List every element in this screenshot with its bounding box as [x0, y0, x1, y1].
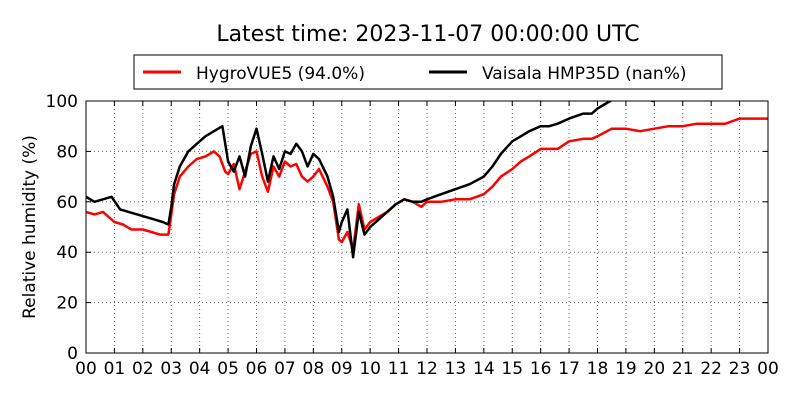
x-tick-label: 02: [132, 359, 154, 379]
x-tick-label: 09: [331, 359, 353, 379]
x-tick-label: 20: [644, 359, 666, 379]
y-axis-label: Relative humidity (%): [20, 135, 40, 319]
x-tick-label: 16: [530, 359, 552, 379]
y-axis-ticks: 0 20 40 60 80 100: [46, 92, 768, 364]
x-tick-label: 22: [700, 359, 722, 379]
x-tick-label: 21: [672, 359, 694, 379]
series-line-0: [86, 117, 768, 251]
x-tick-label: 08: [303, 359, 325, 379]
y-tick-label: 40: [56, 243, 78, 263]
x-tick-label: 11: [388, 359, 410, 379]
x-tick-label: 07: [274, 359, 296, 379]
y-tick-label: 80: [56, 142, 78, 162]
x-tick-label: 14: [473, 359, 495, 379]
x-tick-label: 19: [615, 359, 637, 379]
x-tick-label: 18: [587, 359, 609, 379]
x-tick-label: 05: [217, 359, 239, 379]
plot-frame: [85, 100, 769, 354]
grid-lines: [86, 101, 768, 353]
legend-label-hygrovue5: HygroVUE5 (94.0%): [196, 64, 365, 84]
legend-box: [133, 54, 723, 90]
x-axis-ticks: 00 01 02 03 04 05 06 07 08 09 10 11 12 13 14 15 16 17 18 19…: [75, 101, 779, 379]
x-tick-label: 17: [558, 359, 580, 379]
x-tick-label: 12: [416, 359, 438, 379]
y-tick-label: 0: [67, 344, 78, 364]
x-tick-label: 00: [75, 359, 97, 379]
x-tick-label: 01: [104, 359, 126, 379]
x-tick-label: 15: [501, 359, 523, 379]
y-tick-label: 100: [46, 92, 78, 112]
series-line-1: [86, 101, 655, 259]
plot-area: [86, 101, 768, 259]
x-tick-label: 06: [246, 359, 268, 379]
x-tick-label: 00: [757, 359, 779, 379]
legend-label-vaisala: Vaisala HMP35D (nan%): [482, 64, 686, 84]
y-tick-label: 60: [56, 193, 78, 213]
x-tick-label: 10: [359, 359, 381, 379]
x-tick-label: 23: [729, 359, 751, 379]
chart-title: Latest time: 2023-11-07 00:00:00 UTC: [216, 22, 639, 47]
x-tick-label: 03: [160, 359, 182, 379]
legend: HygroVUE5 (94.0%) Vaisala HMP35D (nan%): [133, 54, 723, 90]
y-tick-label: 20: [56, 294, 78, 314]
x-tick-label: 04: [189, 359, 211, 379]
x-tick-label: 13: [445, 359, 467, 379]
